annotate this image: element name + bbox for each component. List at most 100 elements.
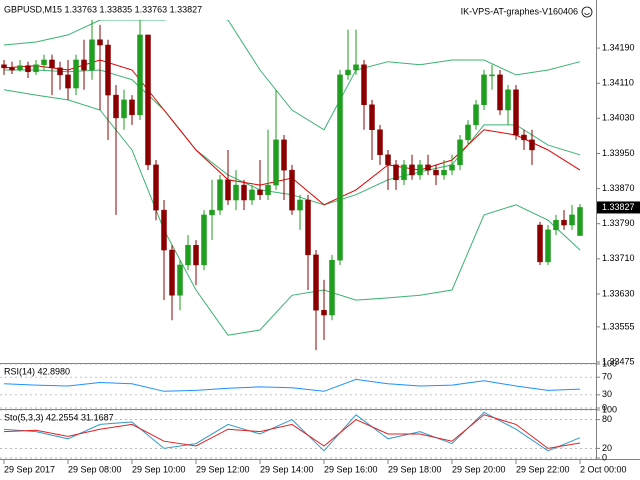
candle-body [513,89,519,136]
x-tick-label: 29 Sep 22:00 [516,464,570,474]
y-tick-label: 0 [602,402,607,412]
candle-body [409,164,415,176]
y-tick-label: 70 [602,372,612,382]
candle-body [65,74,71,89]
candle-body [553,219,559,231]
indicator-line [3,411,581,452]
candle-body [89,39,95,71]
y-tick-label: 1.34110 [602,78,634,88]
candle-body [281,139,287,171]
candle-body [249,189,255,201]
price-plot [1,20,583,351]
candle-body [1,64,7,69]
chart-title: GBPUSD,M15 1.33763 1.33835 1.33763 1.338… [4,4,202,14]
y-tick-label: 20 [602,443,612,453]
candle-body [105,44,111,96]
candle-body [345,69,351,76]
candle-body [41,59,47,66]
indicator-line [3,414,581,449]
x-tick-label: 29 Sep 14:00 [260,464,314,474]
candle-body [153,164,159,211]
candle-body [217,179,223,211]
candle-body [353,64,359,71]
candle-body [329,259,335,316]
y-tick-label: 80 [602,414,612,424]
y-tick-label: 30 [602,389,612,399]
smiley-icon [581,6,593,18]
candle-body [489,74,495,77]
candle-body [561,219,567,226]
candle-body [113,94,119,119]
candle-body [401,164,407,181]
candle-body [441,169,447,176]
candle-body [449,164,455,171]
candle-body [241,184,247,201]
candle-body [425,164,431,171]
candle-body [273,139,279,186]
candle-body [25,65,31,73]
candle-body [305,199,311,256]
candle-body [225,179,231,201]
candle-body [161,209,167,251]
x-tick-label: 29 Sep 16:00 [324,464,378,474]
candle-body [137,34,143,116]
indicator-line [3,20,581,131]
y-tick-label: 1.34030 [602,113,635,123]
y-tick-label: 100 [602,404,617,414]
y-tick-label: 1.34190 [602,42,635,52]
y-tick-label: 1.33710 [602,253,635,263]
x-tick-label: 29 Sep 20:00 [452,464,506,474]
candle-body [417,164,423,176]
candle-body [505,89,511,111]
y-tick-label: 1.33475 [602,356,635,366]
candle-body [521,134,527,141]
current-price-label: 1.33827 [602,202,635,212]
y-tick-label: 100 [602,358,617,368]
candle-body [473,104,479,126]
candle-body [313,254,319,311]
candle-body [529,139,535,151]
candle-body [569,214,575,226]
indicator-plot [3,378,581,392]
candle-body [57,67,63,76]
y-tick-label: 1.33870 [602,183,635,193]
candle-body [369,104,375,131]
candle-body [201,214,207,266]
indicator-line [3,378,581,392]
candle-body [169,249,175,296]
candle-body [233,184,239,201]
candle-body [209,209,215,216]
candle-body [321,309,327,316]
candle-body [497,74,503,111]
candle-body [257,189,263,195]
candle-body [481,74,487,105]
candle-body [185,244,191,266]
x-tick-label: 29 Sep 10:00 [132,464,186,474]
x-tick-label: 2 Oct 00:00 [580,464,627,474]
candle-body [385,154,391,166]
candle-body [121,99,127,119]
y-tick-label: 1.33555 [602,321,635,331]
candle-body [49,59,55,69]
candle-body [33,64,39,73]
candle-body [289,169,295,211]
candle-body [537,224,543,263]
candle-body [393,164,399,181]
candle-body [9,67,15,71]
candle-body [577,207,583,236]
current-price-marker [597,201,640,214]
candle-body [465,124,471,141]
candle-body [193,244,199,266]
candle-body [17,65,23,71]
candle-body [265,184,271,195]
candle-body [377,129,383,156]
candle-body [177,264,183,296]
candle-body [73,59,79,89]
candle-body [361,64,367,105]
y-tick-label: 1.33630 [602,288,635,298]
candle-body [297,199,303,211]
y-tick-label: 0 [602,452,607,462]
y-tick-label: 1.33790 [602,218,635,228]
candle-body [129,99,135,116]
